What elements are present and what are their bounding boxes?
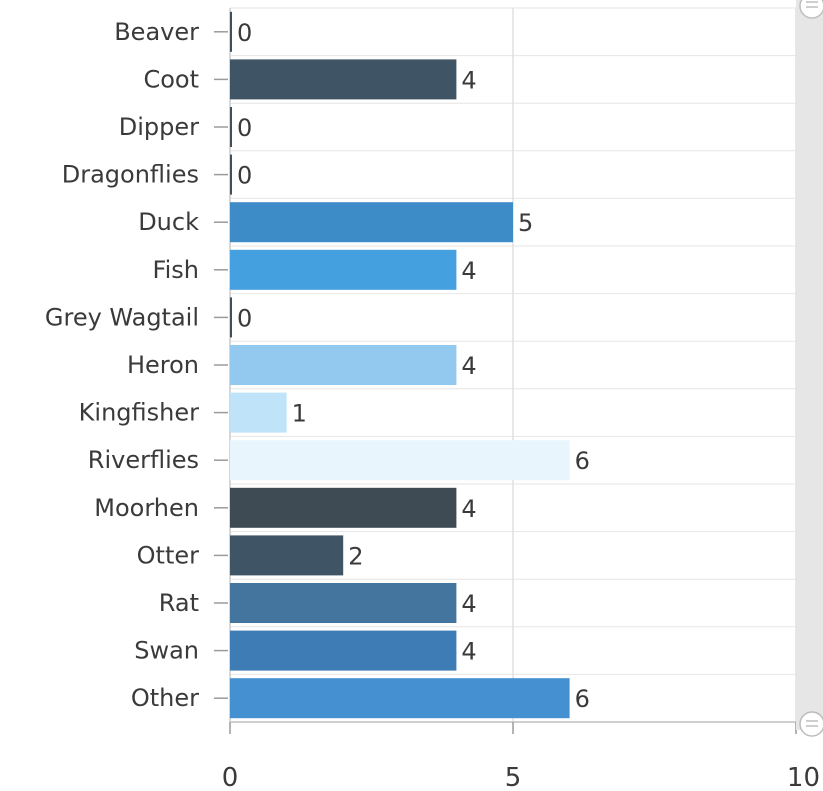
category-label: Coot [143, 65, 199, 93]
bar [230, 392, 287, 433]
bar [230, 345, 457, 385]
bar [230, 11, 232, 52]
scrollbar-track[interactable] [796, 0, 823, 730]
bar [230, 678, 570, 719]
category-label: Heron [127, 351, 199, 379]
bar [230, 583, 457, 623]
category-label: Fish [153, 256, 199, 284]
value-label: 4 [461, 257, 476, 285]
category-label: Moorhen [94, 494, 199, 522]
bar [230, 59, 457, 100]
bar [230, 202, 513, 243]
bar [230, 535, 344, 576]
bar [230, 630, 457, 671]
category-label: Rat [159, 589, 199, 617]
x-tick-label: 10 [787, 763, 820, 791]
category-label: Riverflies [88, 446, 199, 474]
bar [230, 440, 570, 481]
category-label: Beaver [114, 18, 199, 46]
value-label: 4 [461, 495, 476, 523]
scrollbar-handle-top[interactable] [799, 0, 823, 19]
category-label: Dragonflies [62, 161, 199, 189]
value-label: 4 [461, 66, 476, 94]
category-label: Swan [134, 637, 199, 665]
x-tick-label: 5 [505, 763, 522, 791]
bar [230, 249, 457, 290]
bar [230, 107, 232, 147]
value-label: 0 [237, 162, 252, 190]
category-label: Otter [137, 541, 199, 569]
category-label: Dipper [119, 113, 199, 141]
value-label: 0 [237, 114, 252, 142]
value-label: 6 [575, 685, 590, 713]
value-label: 5 [518, 209, 533, 237]
bar [230, 487, 457, 528]
bars [230, 11, 570, 719]
value-label: 4 [461, 352, 476, 380]
value-label: 6 [575, 447, 590, 475]
value-label: 2 [348, 542, 363, 570]
x-axis-ticks: 0 5 10 [222, 722, 820, 791]
scrollbar-handle-bottom[interactable] [799, 711, 823, 737]
category-label: Duck [138, 208, 199, 236]
value-labels: 0 4 0 0 5 4 0 4 1 6 4 2 4 4 6 [237, 19, 590, 713]
category-label: Grey Wagtail [45, 303, 199, 331]
bar [230, 154, 232, 195]
x-tick-label: 0 [222, 763, 239, 791]
category-labels: Beaver Coot Dipper Dragonflies Duck Fish Grey … [45, 18, 228, 712]
bar [230, 297, 232, 338]
value-label: 1 [292, 400, 307, 428]
value-label: 0 [237, 304, 252, 332]
value-label: 0 [237, 19, 252, 47]
category-label: Other [131, 684, 199, 712]
value-label: 4 [461, 638, 476, 666]
value-label: 4 [461, 590, 476, 618]
category-label: Kingfisher [79, 399, 199, 427]
